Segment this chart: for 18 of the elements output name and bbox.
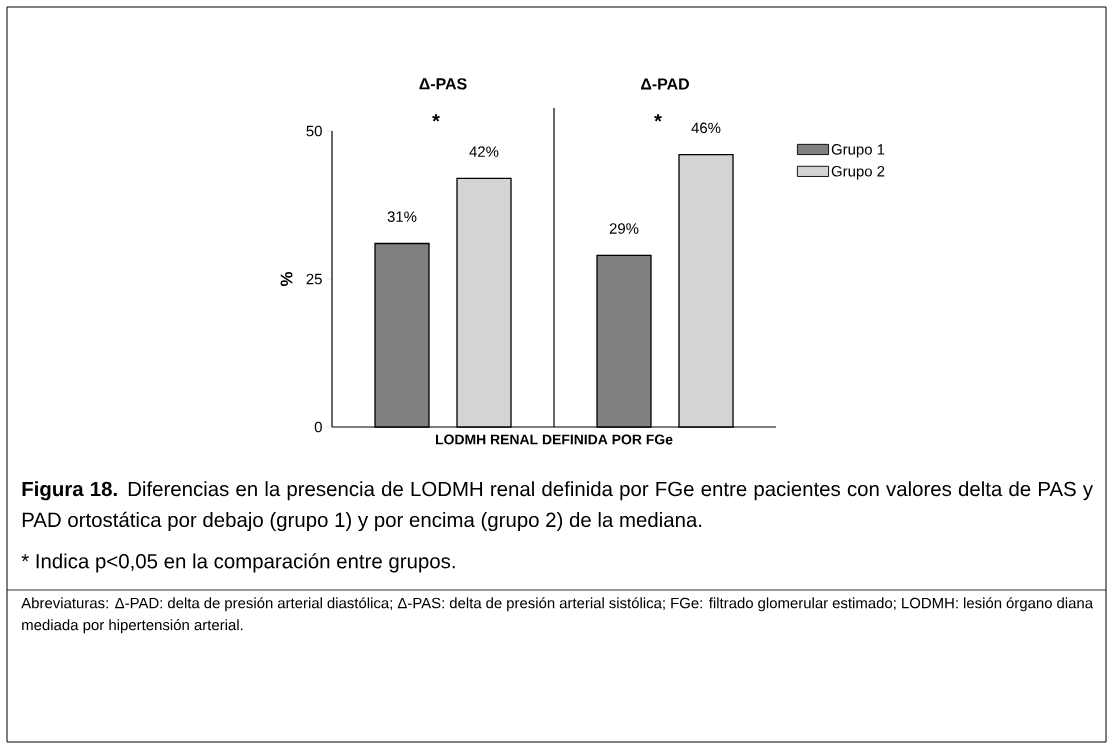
data-label: 46% — [691, 122, 721, 134]
y-tick-label: 0 — [314, 421, 322, 433]
text: * — [654, 114, 662, 122]
y-tick-label: 50 — [306, 125, 322, 137]
data-label: 29% — [609, 223, 639, 234]
data-label: 31% — [387, 211, 417, 222]
y-axis-title: % — [280, 271, 293, 287]
x-tick-label: Δ-PAD — [641, 78, 689, 90]
data-label: 42% — [469, 146, 499, 157]
x-axis-title: LODMH RENAL DEFINIDA POR FGe — [436, 434, 673, 445]
text: * Indica p<0,05 en la comparación entre grupos. — [21, 553, 455, 573]
x-tick-label: Δ-PAS — [419, 78, 467, 90]
legend-label: Grupo 1 — [831, 144, 885, 158]
text: * — [432, 114, 440, 122]
text: Figura 18. Diferencias en la presencia de LODMH renal definida por FGe entre pacientes con valores delta de PAS y PAD ortostática por debajo (grupo 1) y por encima (grupo 2) de la mediana. — [22, 481, 1093, 532]
text: Abreviaturas: Δ-PAD: delta de presión arterial diastólica; Δ-PAS: delta de presión arterial sistólica; FGe: filtrado glomerular estimado; LODMH: lesión órgano diana mediada por hipertensión arterial. — [21, 597, 1094, 634]
legend-label: Grupo 2 — [831, 165, 885, 180]
y-tick-label: 25 — [306, 273, 322, 285]
